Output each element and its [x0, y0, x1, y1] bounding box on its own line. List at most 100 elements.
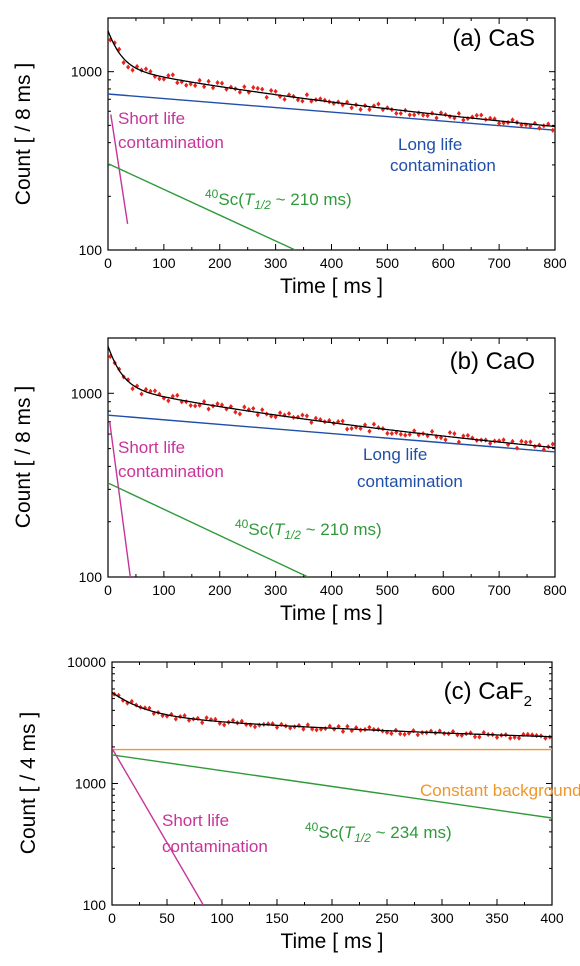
- data-point: [260, 87, 264, 92]
- data-point: [222, 722, 226, 727]
- data-point: [300, 98, 304, 103]
- x-tick-label: 0: [104, 582, 112, 598]
- data-point: [466, 433, 470, 438]
- data-point: [457, 111, 461, 116]
- data-point: [153, 388, 157, 393]
- data-point: [256, 86, 260, 91]
- x-tick-label: 400: [320, 255, 344, 271]
- x-axis-label: Time [ ms ]: [280, 602, 383, 625]
- x-tick-label: 600: [432, 582, 456, 598]
- data-point: [345, 427, 349, 432]
- data-point: [341, 418, 345, 423]
- data-point: [238, 411, 242, 416]
- annotation-superscript: 40: [205, 187, 219, 201]
- x-tick-label: 100: [152, 582, 176, 598]
- y-tick-label: 100: [79, 242, 103, 258]
- data-point: [408, 112, 412, 117]
- data-point: [399, 111, 403, 116]
- data-point: [305, 92, 309, 97]
- data-point: [394, 728, 398, 733]
- panel-label-text: (b) CaO: [450, 348, 535, 375]
- annotation-text: ~ 210 ms): [271, 190, 352, 209]
- data-point: [350, 426, 354, 431]
- annotation-text: ~ 210 ms): [301, 520, 382, 539]
- x-tick-label: 400: [320, 582, 344, 598]
- data-point: [519, 439, 523, 444]
- data-point: [269, 88, 273, 93]
- x-tick-label: 800: [543, 582, 567, 598]
- x-tick-label: 0: [108, 910, 116, 926]
- data-point: [448, 114, 452, 119]
- data-point: [193, 83, 197, 88]
- panel-label-subscript: 2: [524, 693, 532, 710]
- x-axis-label: Time [ ms ]: [280, 275, 383, 298]
- data-point: [171, 72, 175, 77]
- data-point: [448, 430, 452, 435]
- x-tick-label: 700: [487, 582, 511, 598]
- data-point: [528, 439, 532, 444]
- data-point: [473, 734, 477, 739]
- data-point: [399, 432, 403, 437]
- x-tick-label: 500: [376, 255, 400, 271]
- data-point: [251, 406, 255, 411]
- data-point: [297, 723, 301, 728]
- data-point: [220, 81, 224, 86]
- data-point: [412, 112, 416, 117]
- data-point: [345, 724, 349, 729]
- x-tick-label: 200: [320, 910, 344, 926]
- data-point: [242, 404, 246, 409]
- y-axis-label: Count [ / 8 ms ]: [12, 386, 35, 528]
- panel-label-text: (a) CaS: [452, 25, 535, 52]
- y-tick-label: 1000: [71, 385, 102, 401]
- series-annotation: Short life: [118, 109, 185, 128]
- data-point: [175, 393, 179, 398]
- data-point: [537, 126, 541, 131]
- data-point: [367, 429, 371, 434]
- x-tick-label: 200: [208, 582, 232, 598]
- x-tick-label: 300: [264, 582, 288, 598]
- data-point: [376, 101, 380, 106]
- data-point: [390, 431, 394, 436]
- data-point: [184, 83, 188, 88]
- data-point: [367, 107, 371, 112]
- y-axis-label: Count [ / 4 ms ]: [17, 712, 40, 854]
- series-annotation: 40Sc(T1/2 ~ 234 ms): [305, 820, 452, 845]
- data-point: [336, 99, 340, 104]
- data-point: [376, 727, 380, 732]
- series-annotation: Short life: [118, 438, 185, 457]
- panel-label: (c) CaF2: [444, 678, 532, 710]
- data-point: [193, 403, 197, 408]
- y-tick-label: 100: [79, 569, 103, 585]
- data-point: [253, 724, 257, 729]
- annotation-text: Sc(: [248, 520, 274, 539]
- data-point: [389, 731, 393, 736]
- data-point: [452, 431, 456, 436]
- data-point: [403, 433, 407, 438]
- data-point: [278, 410, 282, 415]
- chart-panel-1: 0 100 200 300 400 500 600 700 8001001000Time [ m…: [12, 18, 567, 298]
- data-point: [551, 128, 555, 133]
- data-point: [358, 107, 362, 112]
- series-annotation: contamination: [118, 133, 224, 152]
- panel-label: (a) CaS: [452, 25, 535, 52]
- data-point: [233, 409, 237, 414]
- x-tick-label: 300: [430, 910, 454, 926]
- annotation-superscript: 40: [235, 517, 249, 531]
- x-tick-label: 100: [152, 255, 176, 271]
- series-annotation: Long life: [398, 135, 462, 154]
- series-annotation: Constant background: [420, 781, 580, 800]
- data-point: [341, 729, 345, 734]
- data-point: [376, 425, 380, 430]
- series-annotation: Long life: [363, 445, 427, 464]
- x-tick-label: 200: [208, 255, 232, 271]
- data-point: [350, 105, 354, 110]
- series-annotation: contamination: [390, 156, 496, 175]
- data-point: [198, 78, 202, 83]
- data-point: [251, 85, 255, 90]
- annotation-subscript: 1/2: [354, 831, 371, 845]
- series-annotation: contamination: [357, 472, 463, 491]
- data-point: [206, 406, 210, 411]
- data-point: [144, 66, 148, 71]
